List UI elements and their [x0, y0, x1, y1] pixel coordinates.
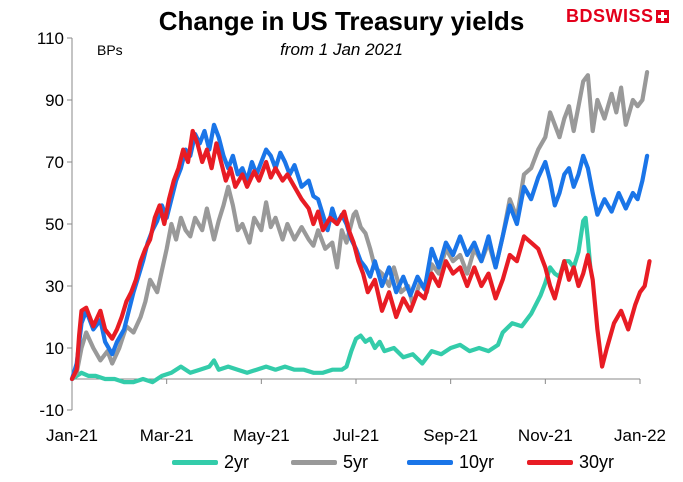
y-tick-label: 50 — [45, 215, 64, 234]
series-line-30yr — [69, 128, 652, 382]
legend-swatch — [172, 460, 218, 465]
y-axis-unit-label: BPs — [97, 42, 123, 58]
y-tick-label: 110 — [37, 29, 64, 48]
x-tick-label: May-21 — [233, 426, 290, 445]
y-tick-label: 30 — [45, 277, 64, 296]
swiss-cross-icon — [655, 10, 669, 23]
legend-label: 5yr — [343, 452, 369, 472]
legend-label: 2yr — [224, 452, 250, 472]
y-tick-label: 90 — [45, 91, 64, 110]
chart-title: Change in US Treasury yields — [158, 6, 525, 36]
series-line-5yr — [69, 70, 650, 382]
y-tick-label: 70 — [45, 153, 64, 172]
y-tick-label: 10 — [45, 339, 64, 358]
legend-swatch — [407, 460, 453, 465]
legend-label: 10yr — [459, 452, 495, 472]
chart-legend: 2yr 5yr 10yr 30yr — [0, 451, 683, 475]
brand-logo-text: BDSWISS — [566, 6, 654, 26]
x-tick-label: Jan-22 — [614, 426, 666, 445]
series-line-10yr — [69, 122, 650, 382]
x-tick-label: Mar-21 — [140, 426, 194, 445]
chart-subtitle: from 1 Jan 2021 — [280, 40, 403, 59]
x-tick-label: Jul-21 — [333, 426, 379, 445]
x-tick-label: Jan-21 — [46, 426, 98, 445]
y-tick-label: -10 — [39, 401, 64, 420]
legend-label: 30yr — [579, 452, 615, 472]
series-line-2yr — [69, 215, 593, 385]
brand-logo: BDSWISS — [566, 6, 669, 27]
legend-swatch — [527, 460, 573, 465]
legend-swatch — [291, 460, 337, 465]
x-tick-label: Nov-21 — [518, 426, 573, 445]
x-tick-label: Sep-21 — [423, 426, 478, 445]
